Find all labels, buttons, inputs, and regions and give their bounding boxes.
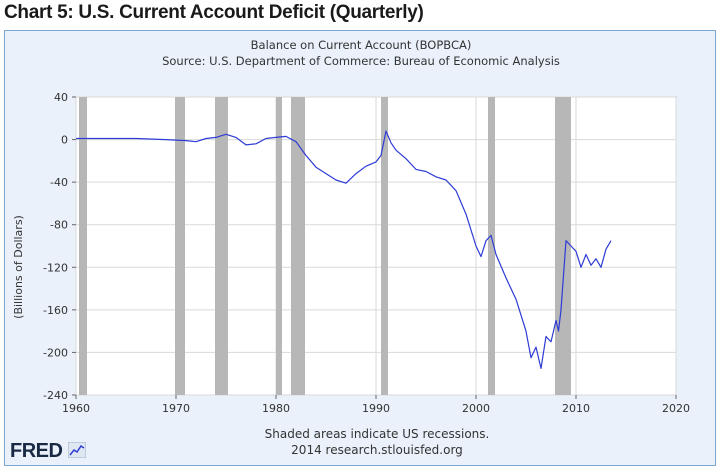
y-tick-label: -40 <box>50 176 68 189</box>
recession-band <box>488 97 495 395</box>
y-tick-label: -200 <box>43 346 68 359</box>
fred-logo: FRED <box>10 440 87 463</box>
y-axis-ticks: 40 0 -40 -80 -120 -160 -200 -240 <box>43 91 76 402</box>
x-tick-label: 1990 <box>362 402 390 415</box>
y-tick-label: -160 <box>43 304 68 317</box>
y-tick-label: -120 <box>43 261 68 274</box>
recession-band <box>79 97 87 395</box>
x-tick-label: 2000 <box>462 402 490 415</box>
y-tick-label: -240 <box>43 389 68 402</box>
y-tick-label: 40 <box>54 91 68 104</box>
recession-band <box>276 97 282 395</box>
mini-chart-icon <box>67 441 87 459</box>
series-lines <box>76 130 612 369</box>
recession-band <box>175 97 185 395</box>
x-axis-ticks: 1960 1970 1980 1990 2000 2010 2020 <box>62 395 690 415</box>
recession-band <box>381 97 388 395</box>
page-heading: Chart 5: U.S. Current Account Deficit (Q… <box>4 2 424 23</box>
recession-note: Shaded areas indicate US recessions. <box>265 427 490 441</box>
y-tick-label: -80 <box>50 219 68 232</box>
x-tick-label: 2020 <box>662 402 690 415</box>
chart-title: Balance on Current Account (BOPBCA) <box>251 38 472 52</box>
series-line-bopbca <box>76 130 612 369</box>
chart-subtitle: Source: U.S. Department of Commerce: Bur… <box>162 54 560 68</box>
x-tick-label: 2010 <box>562 402 590 415</box>
chart-svg: Balance on Current Account (BOPBCA) Sour… <box>12 38 690 457</box>
recession-band <box>291 97 305 395</box>
recession-bands <box>79 97 571 395</box>
y-tick-label: 0 <box>61 134 68 147</box>
source-note: 2014 research.stlouisfed.org <box>291 443 463 457</box>
recession-band <box>215 97 228 395</box>
x-tick-label: 1980 <box>262 402 290 415</box>
fred-logo-text: FRED <box>10 440 63 462</box>
x-tick-label: 1970 <box>162 402 190 415</box>
x-tick-label: 1960 <box>62 402 90 415</box>
y-axis-label: (Billions of Dollars) <box>12 215 25 319</box>
chart-panel: Balance on Current Account (BOPBCA) Sour… <box>4 30 716 466</box>
recession-band <box>555 97 571 395</box>
